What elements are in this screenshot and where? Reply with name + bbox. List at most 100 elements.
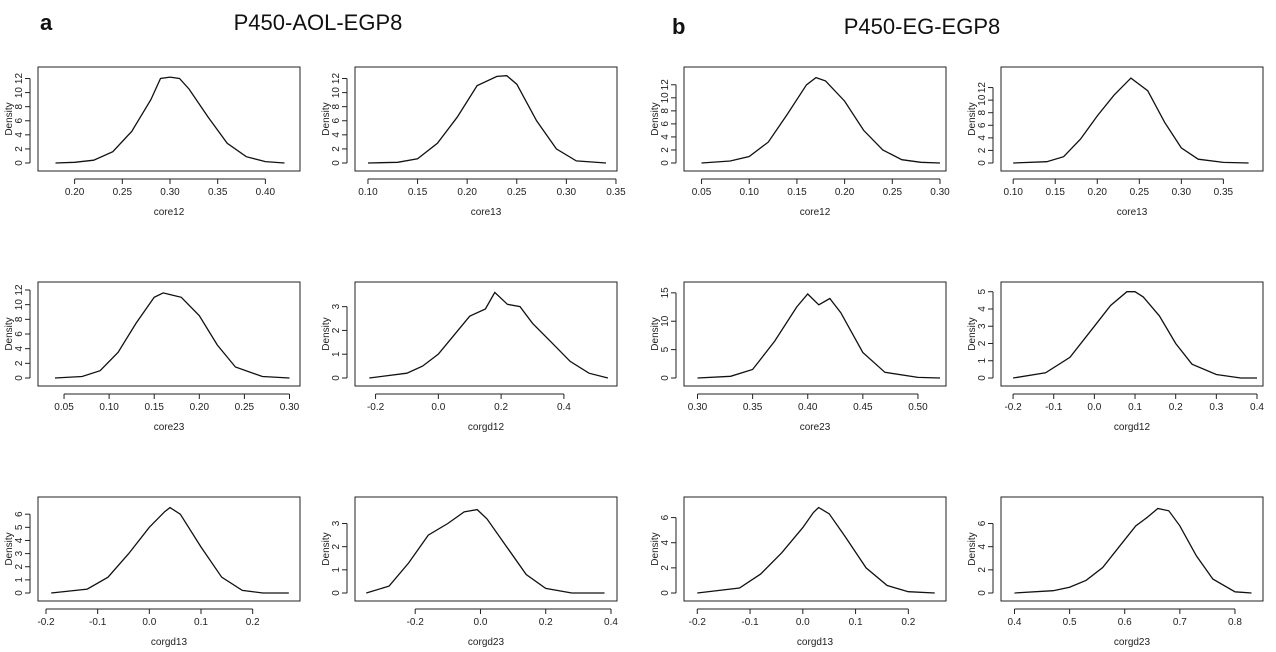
y-tick-label: 4: [331, 132, 342, 138]
x-tick-label: 0.25: [883, 187, 903, 198]
plot-frame: [1000, 66, 1264, 172]
x-tick-label: 0.4: [1250, 402, 1264, 413]
x-tick-label: -0.1: [1045, 402, 1063, 413]
x-tick-label: 0.20: [457, 187, 477, 198]
y-tick-label: 0: [331, 160, 342, 166]
x-tick-label: 0.30: [280, 402, 300, 413]
x-tick-label: 0.25: [113, 187, 133, 198]
x-tick-label: 0.2: [246, 617, 260, 628]
density-curve: [1013, 77, 1249, 164]
y-tick-label: 6: [331, 118, 342, 124]
x-tick-label: 0.7: [1173, 617, 1187, 628]
x-tick-label: 0.1: [849, 617, 863, 628]
x-tick-label: 0.20: [190, 402, 210, 413]
x-tick-label: 0.40: [798, 402, 818, 413]
y-tick-label: 4: [14, 132, 25, 138]
density-curve: [701, 76, 941, 164]
density-plot-a-core12: 0.20 0.25 0.30 0.35 0.40 core12 0 2 4 6 8 10 12 Densi…: [4, 66, 301, 218]
y-tick-label: 2: [331, 543, 342, 549]
plot-frame: [354, 496, 618, 602]
y-axis-label: Density: [321, 102, 332, 135]
y-tick-label: 15: [660, 287, 671, 299]
x-tick-label: -0.1: [89, 617, 107, 628]
density-plot-a-core23: 0.05 0.10 0.15 0.20 0.25 0.30 core23 0 2 4 6 8 10 12 D…: [4, 281, 301, 433]
density-curve: [697, 293, 941, 379]
x-axis-label: corgd13: [151, 637, 188, 648]
y-axis-label: Density: [967, 532, 978, 565]
y-tick-label: 12: [331, 73, 342, 85]
density-curve: [697, 506, 935, 594]
y-tick-label: 3: [977, 323, 988, 329]
y-tick-label: 0: [14, 590, 25, 596]
density-plot-b-corgd12: -0.2 -0.1 0.0 0.1 0.2 0.3 0.4 corgd12 0 1 2 3 4 5 Dens…: [967, 281, 1264, 433]
y-tick-label: 6: [14, 511, 25, 517]
density-curve: [51, 506, 289, 594]
y-tick-label: 12: [14, 73, 25, 85]
y-tick-label: 10: [660, 315, 671, 327]
plot-frame: [37, 66, 301, 172]
panel-label-b: b: [672, 14, 685, 39]
density-plot-b-core23: 0.30 0.35 0.40 0.45 0.50 core23 0 5 10 15 Density: [650, 281, 947, 433]
x-tick-label: 0.0: [474, 617, 488, 628]
y-tick-label: 2: [977, 147, 988, 153]
y-tick-label: 10: [14, 87, 25, 99]
y-axis-label: Density: [4, 317, 15, 350]
y-tick-label: 6: [977, 520, 988, 526]
x-axis-label: core13: [1117, 207, 1148, 218]
x-tick-label: 0.20: [1088, 187, 1108, 198]
x-tick-label: 0.5: [1063, 617, 1077, 628]
y-tick-label: 4: [14, 345, 25, 351]
y-axis-label: Density: [321, 317, 332, 350]
x-tick-label: 0.30: [688, 402, 708, 413]
plot-frame: [683, 496, 947, 602]
panel-title-a: P450-AOL-EGP8: [234, 10, 403, 35]
plot-frame: [683, 66, 947, 172]
x-tick-label: 0.15: [408, 187, 428, 198]
x-tick-label: 0.35: [208, 187, 228, 198]
y-axis-label: Density: [650, 102, 661, 135]
y-tick-label: 4: [977, 135, 988, 141]
y-tick-label: 0: [14, 160, 25, 166]
y-tick-label: 0: [660, 160, 671, 166]
y-tick-label: 8: [14, 316, 25, 322]
x-axis-label: corgd23: [1114, 637, 1151, 648]
density-curve: [1014, 507, 1252, 594]
y-tick-label: 2: [660, 565, 671, 571]
y-tick-label: 10: [977, 94, 988, 106]
y-tick-label: 12: [660, 79, 671, 91]
x-tick-label: 0.10: [99, 402, 119, 413]
density-plot-a-corgd23: -0.2 0.0 0.2 0.4 corgd23 0 1 2 3 Density: [321, 496, 618, 648]
x-axis-label: corgd12: [1114, 422, 1151, 433]
x-tick-label: 0.8: [1228, 617, 1242, 628]
x-axis-label: core13: [471, 207, 502, 218]
x-tick-label: 0.4: [557, 402, 571, 413]
density-plot-a-corgd13: -0.2 -0.1 0.0 0.1 0.2 corgd13 0 1 2 3 4 5 6 Density: [4, 496, 301, 648]
x-tick-label: -0.1: [741, 617, 759, 628]
x-axis-label: core12: [154, 207, 185, 218]
x-axis-label: core23: [154, 422, 185, 433]
y-axis-label: Density: [4, 532, 15, 565]
x-tick-label: 0.10: [739, 187, 759, 198]
y-tick-label: 5: [660, 346, 671, 352]
x-tick-label: 0.25: [507, 187, 527, 198]
y-tick-label: 10: [331, 87, 342, 99]
x-tick-label: -0.2: [37, 617, 55, 628]
y-tick-label: 3: [14, 550, 25, 556]
y-axis-label: Density: [967, 317, 978, 350]
plot-frame: [354, 281, 618, 387]
y-tick-label: 3: [331, 303, 342, 309]
y-tick-label: 4: [660, 134, 671, 140]
y-tick-label: 1: [14, 577, 25, 583]
x-tick-label: 0.30: [160, 187, 180, 198]
x-tick-label: 0.1: [1128, 402, 1142, 413]
plot-frame: [683, 281, 947, 387]
y-tick-label: 6: [660, 121, 671, 127]
y-tick-label: 0: [977, 375, 988, 381]
density-curve: [54, 292, 290, 379]
x-tick-label: 0.25: [1130, 187, 1150, 198]
panel-label-a: a: [40, 10, 53, 35]
y-tick-label: 2: [331, 327, 342, 333]
